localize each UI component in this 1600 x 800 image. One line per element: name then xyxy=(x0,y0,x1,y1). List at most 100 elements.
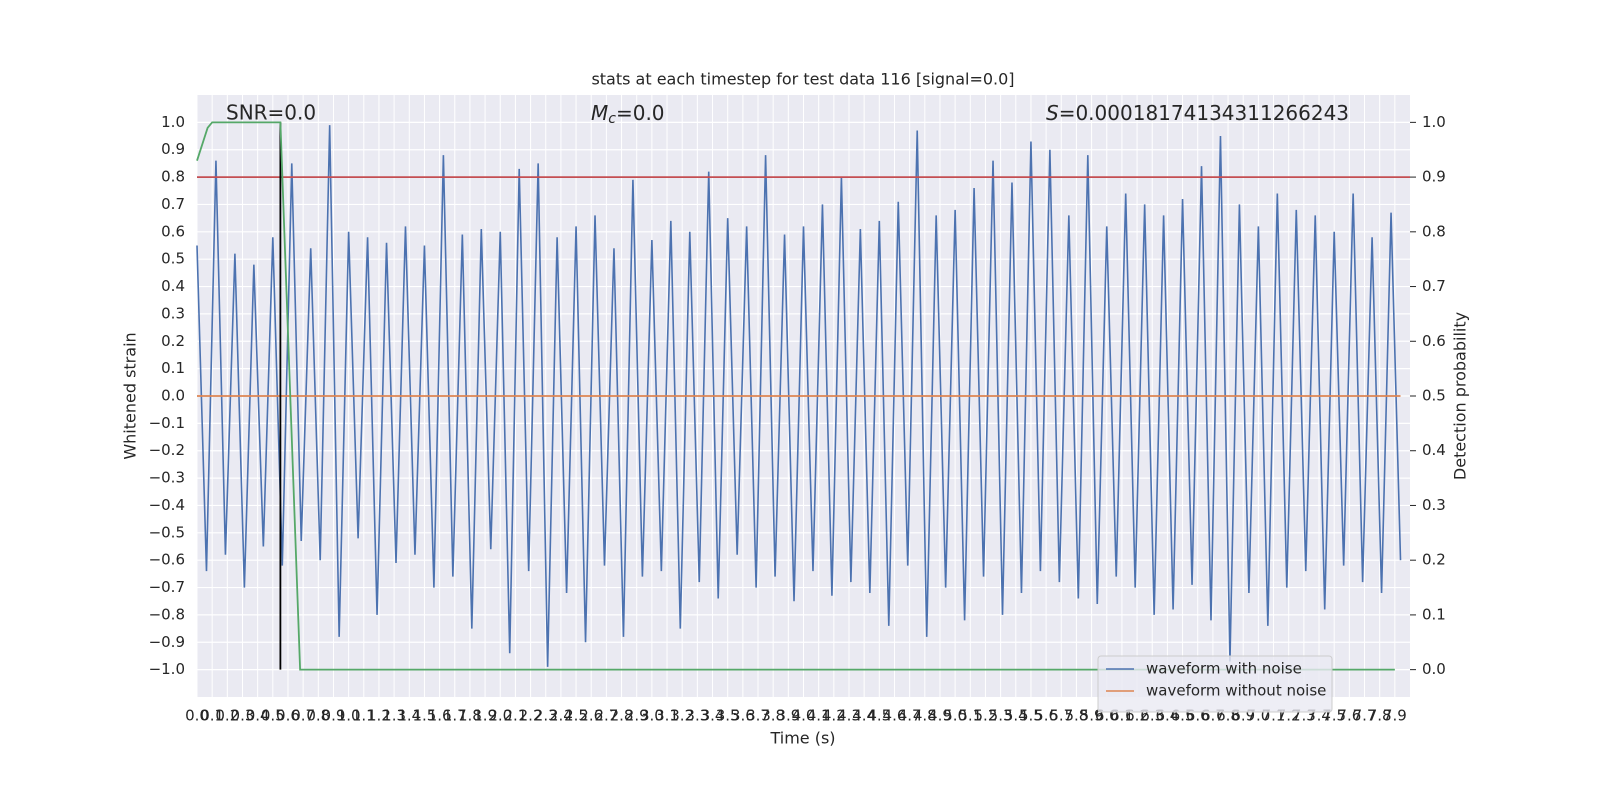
y-tick-label: 0.3 xyxy=(161,304,185,322)
x-tick-label: 5.8 xyxy=(1064,707,1088,725)
y-tick-label: 0.8 xyxy=(161,168,185,186)
y-tick-label: 0.4 xyxy=(161,277,185,295)
y-tick-label: 0.7 xyxy=(161,195,185,213)
x-tick-label: 4.0 xyxy=(792,707,816,725)
y-tick-label: −0.8 xyxy=(149,605,185,623)
x-tick-label: 2.0 xyxy=(488,707,512,725)
mc-symbol: M xyxy=(591,101,608,125)
y-tick-label: 0.5 xyxy=(161,250,185,268)
x-tick-label: 3.2 xyxy=(670,707,694,725)
x-tick-label: 1.5 xyxy=(413,707,437,725)
x-tick-label: 1.6 xyxy=(428,707,452,725)
x-tick-label: 4.7 xyxy=(898,707,922,725)
ticks: 0.00.10.20.30.40.50.60.70.80.91.01.11.21… xyxy=(149,113,1446,725)
x-tick-label: 4.6 xyxy=(883,707,907,725)
x-tick-label: 0.6 xyxy=(276,707,300,725)
y-tick-label: −0.7 xyxy=(149,578,185,596)
x-tick-label: 2.6 xyxy=(579,707,603,725)
x-tick-label: 0.9 xyxy=(322,707,346,725)
y2-tick-label: 0.3 xyxy=(1422,496,1446,514)
x-tick-label: 2.7 xyxy=(594,707,618,725)
mc-annotation: Mc=0.0 xyxy=(591,101,665,128)
x-tick-label: 2.3 xyxy=(534,707,558,725)
x-tick-label: 0.3 xyxy=(231,707,255,725)
x-tick-label: 2.2 xyxy=(519,707,543,725)
legend-label: waveform without noise xyxy=(1146,682,1326,700)
y-tick-label: −0.5 xyxy=(149,523,185,541)
x-tick-label: 0.4 xyxy=(246,707,270,725)
x-tick-label: 1.8 xyxy=(458,707,482,725)
x-tick-label: 4.4 xyxy=(852,707,876,725)
x-tick-label: 1.7 xyxy=(443,707,467,725)
x-tick-label: 2.8 xyxy=(610,707,634,725)
y-tick-label: 0.0 xyxy=(161,387,185,405)
x-tick-label: 5.1 xyxy=(958,707,982,725)
y2-tick-label: 0.7 xyxy=(1422,277,1446,295)
x-tick-label: 1.3 xyxy=(382,707,406,725)
y-axis-label: Whitened strain xyxy=(121,332,140,459)
x-tick-label: 4.5 xyxy=(867,707,891,725)
y-tick-label: 0.2 xyxy=(161,332,185,350)
x-tick-label: 5.0 xyxy=(943,707,967,725)
mc-subscript: c xyxy=(608,111,616,127)
y2-tick-label: 0.0 xyxy=(1422,660,1446,678)
x-tick-label: 3.0 xyxy=(640,707,664,725)
legend: waveform with noise waveform without nois… xyxy=(1097,655,1333,713)
snr-annotation: SNR=0.0 xyxy=(226,101,316,125)
x-tick-label: 7.8 xyxy=(1368,707,1392,725)
y-tick-label: −0.4 xyxy=(149,496,185,514)
mc-value: =0.0 xyxy=(616,101,665,125)
x-tick-label: 4.8 xyxy=(913,707,937,725)
x-tick-label: 3.5 xyxy=(716,707,740,725)
x-tick-label: 0.8 xyxy=(306,707,330,725)
x-tick-label: 4.2 xyxy=(822,707,846,725)
x-tick-label: 3.8 xyxy=(761,707,785,725)
x-tick-label: 2.5 xyxy=(564,707,588,725)
x-tick-label: 1.1 xyxy=(352,707,376,725)
y2-tick-label: 0.8 xyxy=(1422,222,1446,240)
y2-tick-label: 0.2 xyxy=(1422,551,1446,569)
x-tick-label: 0.7 xyxy=(291,707,315,725)
x-tick-label: 5.3 xyxy=(989,707,1013,725)
chart-title: stats at each timestep for test data 116… xyxy=(591,70,1014,89)
y2-tick-label: 0.9 xyxy=(1422,168,1446,186)
y-tick-label: −0.2 xyxy=(149,441,185,459)
x-tick-label: 3.1 xyxy=(655,707,679,725)
y2-tick-label: 1.0 xyxy=(1422,113,1446,131)
x-tick-label: 5.9 xyxy=(1080,707,1104,725)
x-axis-label: Time (s) xyxy=(769,729,835,748)
s-symbol: S xyxy=(1046,101,1059,125)
y2-tick-label: 0.1 xyxy=(1422,605,1446,623)
x-tick-label: 0.2 xyxy=(215,707,239,725)
x-tick-label: 4.9 xyxy=(928,707,952,725)
x-tick-label: 0.1 xyxy=(200,707,224,725)
x-tick-label: 7.9 xyxy=(1383,707,1407,725)
s-value: =0.00018174134311266243 xyxy=(1059,101,1349,125)
x-tick-label: 1.9 xyxy=(473,707,497,725)
x-tick-label: 0.5 xyxy=(261,707,285,725)
x-tick-label: 5.2 xyxy=(974,707,998,725)
x-tick-label: 5.5 xyxy=(1019,707,1043,725)
x-tick-label: 2.1 xyxy=(503,707,527,725)
y-tick-label: 0.9 xyxy=(161,140,185,158)
legend-box xyxy=(1097,655,1333,713)
x-tick-label: 4.3 xyxy=(837,707,861,725)
y2-axis-label: Detection probability xyxy=(1451,312,1470,480)
x-tick-label: 0.0 xyxy=(185,707,209,725)
y-tick-label: −0.1 xyxy=(149,414,185,432)
x-tick-label: 3.9 xyxy=(776,707,800,725)
marks xyxy=(196,121,1410,671)
x-tick-label: 5.4 xyxy=(1004,707,1028,725)
legend-label: waveform with noise xyxy=(1146,660,1302,678)
s-annotation: S=0.00018174134311266243 xyxy=(1046,101,1349,125)
x-tick-label: 7.6 xyxy=(1337,707,1361,725)
x-tick-label: 5.6 xyxy=(1034,707,1058,725)
y-tick-label: −0.3 xyxy=(149,469,185,487)
y-tick-label: −0.9 xyxy=(149,633,185,651)
y2-tick-label: 0.6 xyxy=(1422,332,1446,350)
x-tick-label: 1.4 xyxy=(397,707,421,725)
y-tick-label: 1.0 xyxy=(161,113,185,131)
x-tick-label: 2.4 xyxy=(549,707,573,725)
x-tick-label: 1.2 xyxy=(367,707,391,725)
